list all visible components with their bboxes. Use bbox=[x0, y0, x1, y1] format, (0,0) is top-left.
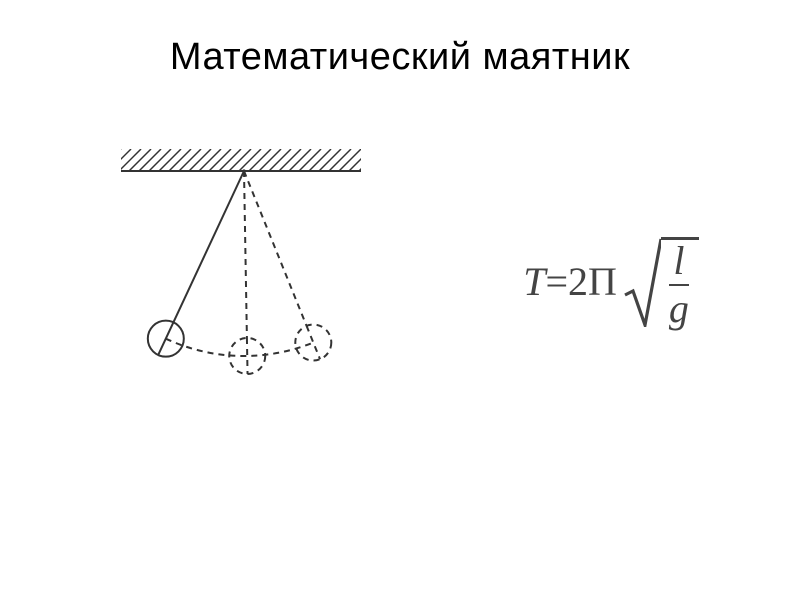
pendulum-svg bbox=[101, 139, 381, 419]
pendulum-diagram bbox=[101, 139, 381, 424]
formula-lhs-var: T bbox=[523, 258, 545, 305]
formula-frac-numerator: l bbox=[673, 241, 684, 281]
page-title: Математический маятник bbox=[0, 36, 800, 79]
formula-pi: П bbox=[588, 258, 617, 305]
formula-sqrt: l g bbox=[623, 237, 699, 327]
formula-radicand: l g bbox=[661, 237, 699, 327]
content-row: T = 2 П l g bbox=[0, 139, 800, 424]
sqrt-radical-icon bbox=[623, 237, 661, 327]
formula-two: 2 bbox=[568, 258, 588, 305]
formula-frac-denominator: g bbox=[669, 289, 689, 329]
formula-equals: = bbox=[545, 258, 568, 305]
period-formula: T = 2 П l g bbox=[523, 237, 699, 327]
